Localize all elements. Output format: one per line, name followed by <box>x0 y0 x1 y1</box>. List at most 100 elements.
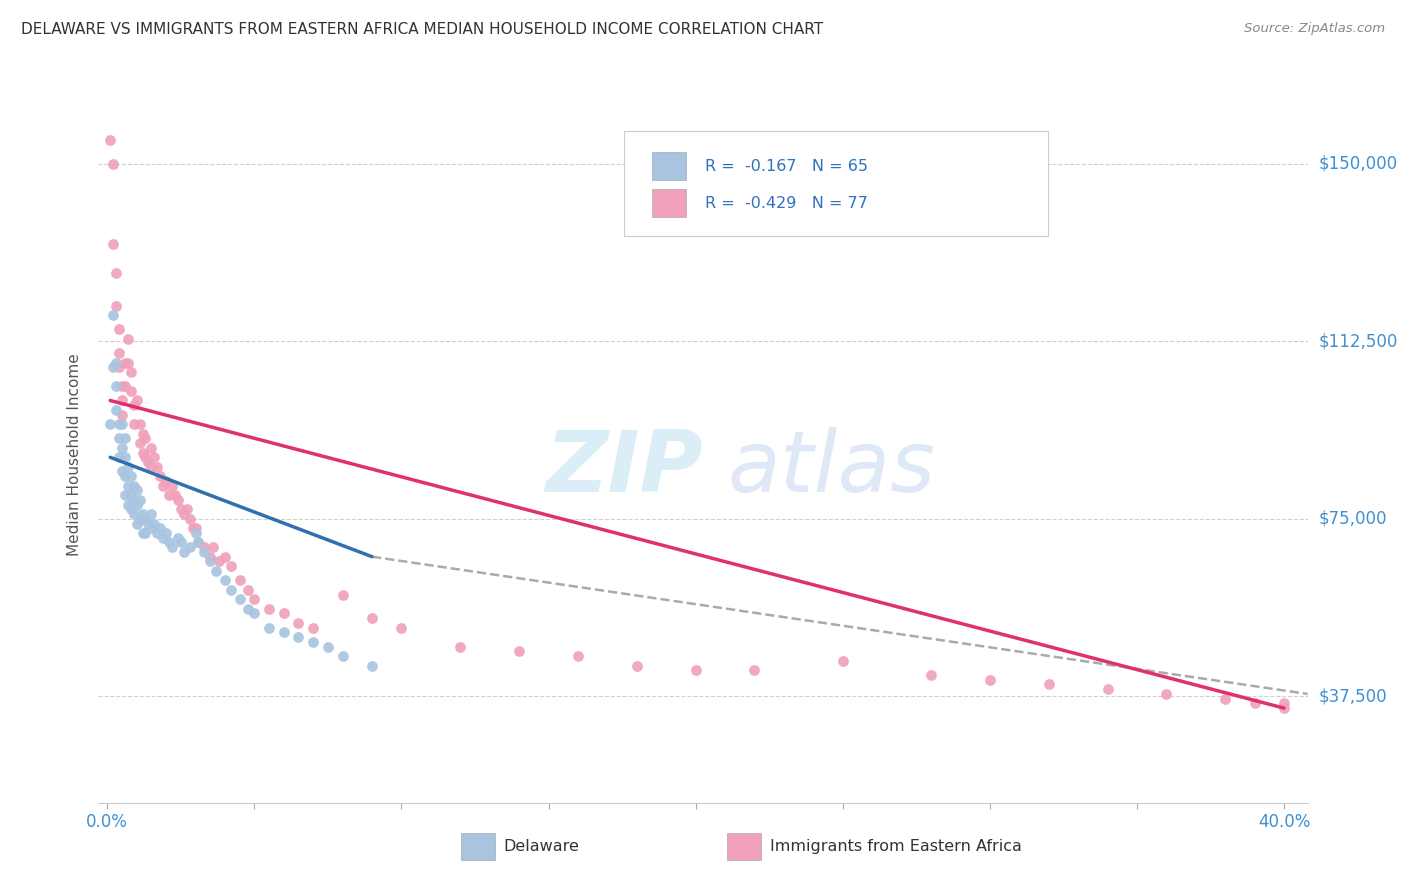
Point <box>143 450 166 465</box>
FancyBboxPatch shape <box>727 833 761 860</box>
Point <box>108 450 131 465</box>
Point <box>149 469 172 483</box>
Point <box>179 512 201 526</box>
Point <box>200 554 222 568</box>
Point <box>117 459 139 474</box>
Point <box>105 379 128 393</box>
Point <box>98 417 121 432</box>
Point <box>163 488 186 502</box>
Point <box>179 540 201 554</box>
Point <box>138 455 160 469</box>
Point <box>287 630 309 644</box>
Point <box>273 607 295 621</box>
Point <box>114 450 136 465</box>
Point <box>173 507 195 521</box>
Point <box>193 545 215 559</box>
Point <box>134 512 156 526</box>
Point <box>214 574 236 588</box>
Point <box>141 521 163 535</box>
Text: $75,000: $75,000 <box>1319 510 1388 528</box>
Point <box>117 332 139 346</box>
Point <box>184 521 207 535</box>
Point <box>508 644 530 658</box>
Point <box>243 607 266 621</box>
FancyBboxPatch shape <box>624 131 1047 235</box>
Point <box>146 459 169 474</box>
Point <box>316 640 339 654</box>
Point <box>128 436 150 450</box>
Text: atlas: atlas <box>727 427 935 510</box>
Point <box>143 516 166 531</box>
Point <box>228 592 250 607</box>
Point <box>114 469 136 483</box>
Point <box>117 478 139 492</box>
Point <box>626 658 648 673</box>
Point <box>155 526 177 541</box>
Point <box>122 507 145 521</box>
Point <box>98 133 121 147</box>
Point <box>160 540 183 554</box>
Point <box>228 574 250 588</box>
Point <box>134 431 156 445</box>
Point <box>117 356 139 370</box>
Point <box>105 266 128 280</box>
Point <box>128 417 150 432</box>
Point <box>108 322 131 336</box>
Point <box>155 474 177 488</box>
Point <box>219 582 242 597</box>
Point <box>449 640 471 654</box>
FancyBboxPatch shape <box>461 833 495 860</box>
Point <box>187 535 209 549</box>
Point <box>166 492 188 507</box>
Point <box>141 441 163 455</box>
Point <box>131 507 153 521</box>
Point <box>243 592 266 607</box>
Point <box>332 588 354 602</box>
Text: ZIP: ZIP <box>546 427 703 510</box>
Point <box>160 478 183 492</box>
Point <box>391 621 413 635</box>
FancyBboxPatch shape <box>652 153 686 180</box>
Point <box>111 379 134 393</box>
Point <box>149 521 172 535</box>
Point <box>146 526 169 541</box>
Point <box>205 564 228 578</box>
Point <box>332 649 354 664</box>
Point <box>361 611 384 625</box>
Point <box>114 356 136 370</box>
Point <box>122 417 145 432</box>
Point <box>122 478 145 492</box>
Point <box>114 379 136 393</box>
Point <box>1243 697 1265 711</box>
Y-axis label: Median Household Income: Median Household Income <box>67 353 83 557</box>
Point <box>111 465 134 479</box>
Point <box>184 526 207 541</box>
Point <box>979 673 1001 687</box>
Point <box>111 393 134 408</box>
Point <box>120 488 142 502</box>
Point <box>287 615 309 630</box>
Point <box>120 469 142 483</box>
Point <box>181 521 204 535</box>
Point <box>1097 682 1119 697</box>
Point <box>208 554 231 568</box>
Point <box>120 384 142 398</box>
Point <box>101 308 124 322</box>
Point <box>152 531 174 545</box>
Point <box>125 393 148 408</box>
Text: DELAWARE VS IMMIGRANTS FROM EASTERN AFRICA MEDIAN HOUSEHOLD INCOME CORRELATION C: DELAWARE VS IMMIGRANTS FROM EASTERN AFRI… <box>21 22 824 37</box>
Point <box>831 654 853 668</box>
Point <box>1272 701 1295 715</box>
Point <box>108 431 131 445</box>
Text: R =  -0.167   N = 65: R = -0.167 N = 65 <box>706 159 869 174</box>
Point <box>567 649 589 664</box>
Point <box>193 540 215 554</box>
Point <box>108 417 131 432</box>
Point <box>187 535 209 549</box>
Text: Delaware: Delaware <box>503 839 579 855</box>
Point <box>1272 697 1295 711</box>
Point <box>257 601 280 615</box>
Point <box>685 663 707 677</box>
Point <box>120 365 142 379</box>
Point <box>273 625 295 640</box>
